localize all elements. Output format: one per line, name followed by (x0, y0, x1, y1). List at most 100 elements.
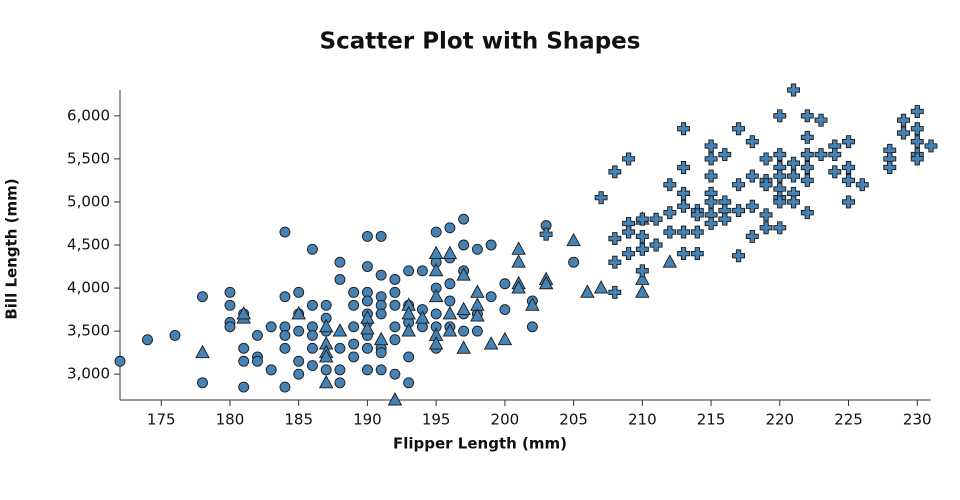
point-triangle (291, 305, 306, 320)
x-tick-label: 205 (559, 411, 588, 429)
point-circle (389, 334, 401, 346)
point-circle (499, 278, 511, 290)
point-triangle (387, 392, 403, 406)
point-circle (348, 338, 360, 350)
point-circle (403, 377, 415, 389)
point-circle (265, 321, 277, 333)
point-circle (430, 308, 442, 320)
point-circle (238, 381, 250, 393)
x-tick-label: 180 (216, 411, 245, 429)
point-cross (773, 169, 787, 183)
point-cross (800, 173, 814, 187)
point-cross (759, 221, 773, 235)
point-cross (883, 161, 897, 174)
point-circle (389, 299, 401, 311)
point-triangle (401, 305, 416, 320)
point-circle (416, 265, 428, 277)
point-triangle (662, 254, 678, 268)
point-cross (608, 165, 622, 179)
point-triangle (511, 254, 526, 268)
y-tick-label: 6,000 (67, 106, 110, 124)
point-cross (704, 139, 718, 153)
point-cross (745, 229, 759, 243)
point-circle (238, 355, 250, 367)
point-circle (169, 329, 181, 341)
point-circle (348, 321, 360, 333)
point-cross (800, 161, 814, 174)
point-triangle (332, 323, 348, 337)
point-cross (897, 113, 910, 127)
point-circle (361, 230, 373, 242)
point-circle (306, 342, 318, 354)
point-circle (252, 329, 263, 341)
point-circle (444, 295, 456, 307)
point-circle (334, 273, 346, 285)
x-tick-label: 175 (147, 411, 176, 429)
point-triangle (401, 323, 416, 337)
x-tick-label: 195 (422, 411, 451, 429)
point-cross (787, 83, 800, 97)
point-triangle (456, 340, 471, 354)
point-triangle (470, 284, 485, 298)
point-cross (745, 199, 759, 213)
point-circle (279, 381, 291, 393)
point-cross (690, 225, 704, 239)
point-cross (677, 199, 691, 213)
point-circle (279, 329, 291, 341)
point-cross (635, 264, 649, 278)
point-triangle (318, 318, 334, 333)
point-circle (499, 304, 511, 316)
point-cross (732, 122, 746, 136)
point-cross (910, 122, 924, 136)
point-circle (238, 342, 250, 354)
point-cross (622, 225, 636, 239)
point-triangle (511, 241, 526, 255)
y-tick-label: 4,500 (67, 236, 110, 254)
point-cross (814, 148, 828, 162)
point-cross (690, 247, 704, 261)
point-triangle (442, 305, 458, 320)
point-triangle (195, 344, 210, 359)
point-circle (471, 325, 483, 337)
point-circle (389, 273, 401, 285)
point-triangle (360, 321, 375, 335)
point-cross (800, 206, 814, 220)
y-tick-label: 3,500 (67, 322, 110, 340)
point-cross (677, 225, 691, 239)
point-cross (828, 165, 842, 179)
point-cross (718, 212, 732, 226)
point-circle (403, 265, 415, 277)
point-cross (787, 156, 800, 170)
point-cross (539, 227, 553, 241)
point-circle (458, 325, 470, 337)
point-cross (732, 204, 746, 218)
point-triangle (635, 284, 650, 298)
point-circle (114, 355, 126, 367)
point-cross (649, 238, 663, 252)
chart-title: Scatter Plot with Shapes (320, 29, 641, 55)
point-cross (800, 130, 814, 144)
point-cross (773, 109, 787, 123)
x-tick-label: 230 (903, 411, 932, 429)
point-triangle (538, 275, 554, 290)
point-cross (759, 152, 773, 166)
point-circle (361, 261, 373, 272)
point-circle (279, 291, 291, 303)
point-triangle (593, 280, 609, 294)
point-circle (306, 299, 318, 311)
point-cross (649, 212, 663, 226)
point-circle (334, 364, 346, 376)
point-cross (635, 242, 649, 256)
point-cross (924, 139, 938, 153)
point-cross (897, 126, 910, 140)
point-circle (444, 278, 456, 290)
point-cross (828, 148, 842, 162)
point-triangle (442, 245, 458, 260)
point-cross (910, 135, 924, 149)
point-cross (677, 247, 691, 261)
point-cross (773, 195, 787, 209)
point-cross (677, 161, 691, 174)
x-tick-label: 210 (628, 411, 657, 429)
point-circle (444, 222, 456, 234)
point-circle (375, 269, 387, 281)
